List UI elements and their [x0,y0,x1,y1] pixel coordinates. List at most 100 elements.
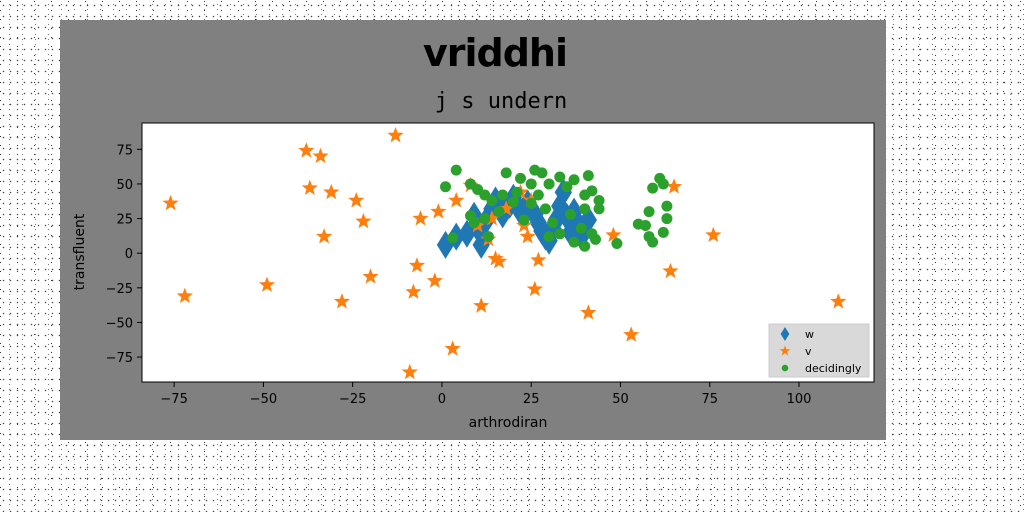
x-tick-label: 25 [523,392,540,407]
data-point [176,287,193,303]
data-point [593,203,605,215]
x-axis-ticks: −75 −50 −25 0 25 50 75 100 [160,382,811,407]
data-point [444,340,461,356]
data-point [333,293,351,309]
chart-title: j s undern [435,89,567,114]
data-point [554,171,566,183]
data-point [580,304,597,320]
data-point [586,185,598,197]
data-point [572,222,590,251]
data-point [387,126,404,143]
x-tick-label: 0 [438,392,446,407]
x-axis-label: arthrodiran [469,415,548,431]
data-point [497,189,509,201]
data-point [447,232,459,244]
data-point [493,206,505,218]
legend-marker [780,327,790,341]
data-point [448,192,465,208]
data-point [468,217,480,229]
data-point [662,262,679,279]
legend-marker [781,364,789,372]
y-axis-label: transfluent [72,213,88,290]
data-point [301,179,318,195]
y-axis-ticks: −75 −50 −25 0 25 50 75 [106,143,142,366]
x-tick-label: 100 [787,392,812,407]
data-point [526,280,543,297]
x-tick-label: −50 [250,392,277,407]
data-point [529,208,548,237]
y-tick-label: −25 [106,282,133,297]
data-point [647,236,659,248]
data-point [705,226,722,243]
data-point [450,164,462,176]
y-tick-label: 0 [125,247,133,262]
x-tick-label: −25 [339,392,366,407]
data-point [575,222,587,234]
data-point [355,212,372,229]
data-point [657,226,669,238]
data-point [543,178,555,190]
data-point [500,167,512,179]
data-point [479,213,491,225]
data-point [661,213,673,225]
data-point [582,170,594,182]
y-tick-label: −75 [106,351,133,366]
data-point [483,210,501,226]
data-point [661,200,673,212]
data-point [440,181,452,193]
data-point [473,297,490,313]
chart-svg: vriddhi j s undern −75 −50 −25 0 25 50 75 100 −… [72,31,875,431]
x-tick-label: 50 [612,392,629,407]
data-point [482,231,494,243]
data-point [487,250,504,266]
series-decidingly [440,164,673,252]
data-point [579,240,591,252]
data-point [525,197,537,209]
data-point [643,206,655,218]
data-point [561,181,573,193]
data-point [426,272,443,288]
data-point [530,251,547,267]
y-tick-label: 50 [116,178,133,193]
y-tick-label: −50 [106,316,133,331]
data-point [486,195,498,207]
data-point [579,203,591,215]
data-point [298,142,315,158]
data-point [547,217,559,229]
data-point [525,178,537,190]
data-point [405,283,422,299]
data-point [162,194,179,211]
data-point [514,172,526,184]
data-point [412,210,429,226]
data-point [362,268,379,284]
data-point [312,147,329,164]
data-point [532,189,544,201]
data-point [623,326,640,342]
y-tick-label: 75 [116,143,133,158]
brand-logo: vriddhi [423,31,567,75]
data-point [568,174,580,186]
legend-label: decidingly [805,362,862,375]
data-point [348,192,365,208]
plot-area [141,122,875,383]
data-point [401,363,418,380]
data-point [554,178,573,207]
data-point [830,293,847,309]
data-point [519,228,536,244]
x-tick-label: 75 [701,392,718,407]
data-point [605,226,622,243]
data-point [518,214,530,226]
data-point [323,183,340,200]
x-tick-label: −75 [160,392,187,407]
data-point [665,178,683,194]
data-point [564,208,576,220]
chart-figure: vriddhi j s undern −75 −50 −25 0 25 50 75 100 −… [60,20,886,440]
data-point [589,233,601,245]
legend-label: v [805,345,812,358]
data-point [568,236,580,248]
data-point [430,203,447,219]
data-points [162,126,847,380]
data-point [490,253,508,269]
data-point [539,203,551,215]
legend-marker [779,345,791,356]
